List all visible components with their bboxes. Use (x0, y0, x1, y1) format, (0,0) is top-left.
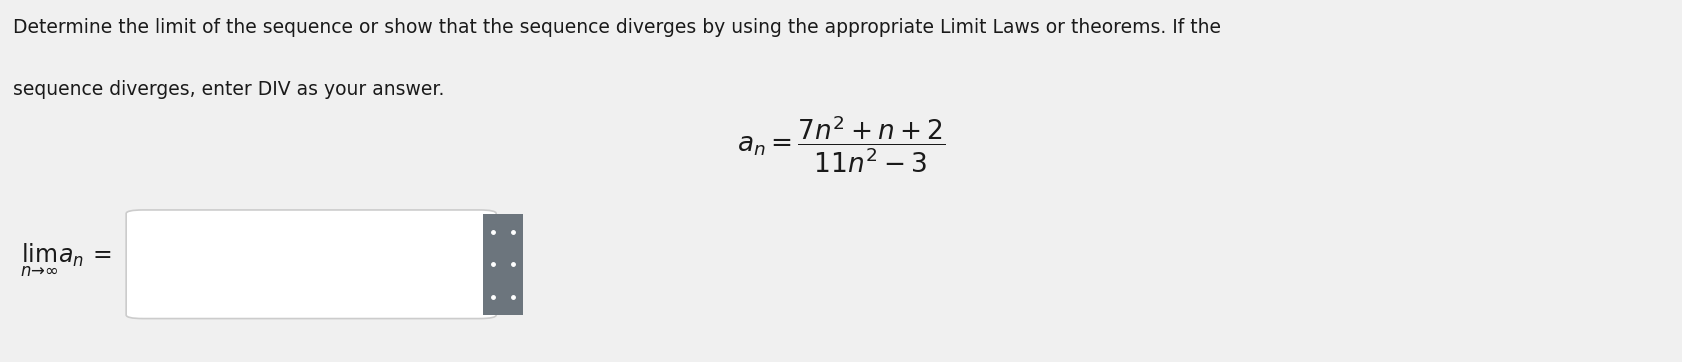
Text: Determine the limit of the sequence or show that the sequence diverges by using : Determine the limit of the sequence or s… (13, 18, 1221, 37)
Text: $a_n = \dfrac{7n^2 + n + 2}{11n^2 - 3}$: $a_n = \dfrac{7n^2 + n + 2}{11n^2 - 3}$ (737, 114, 945, 176)
Text: sequence diverges, enter DIV as your answer.: sequence diverges, enter DIV as your ans… (13, 80, 444, 98)
FancyBboxPatch shape (483, 214, 523, 315)
FancyBboxPatch shape (126, 210, 496, 319)
Text: $\lim_{n \to \infty} a_n =$: $\lim_{n \to \infty} a_n =$ (20, 242, 111, 279)
